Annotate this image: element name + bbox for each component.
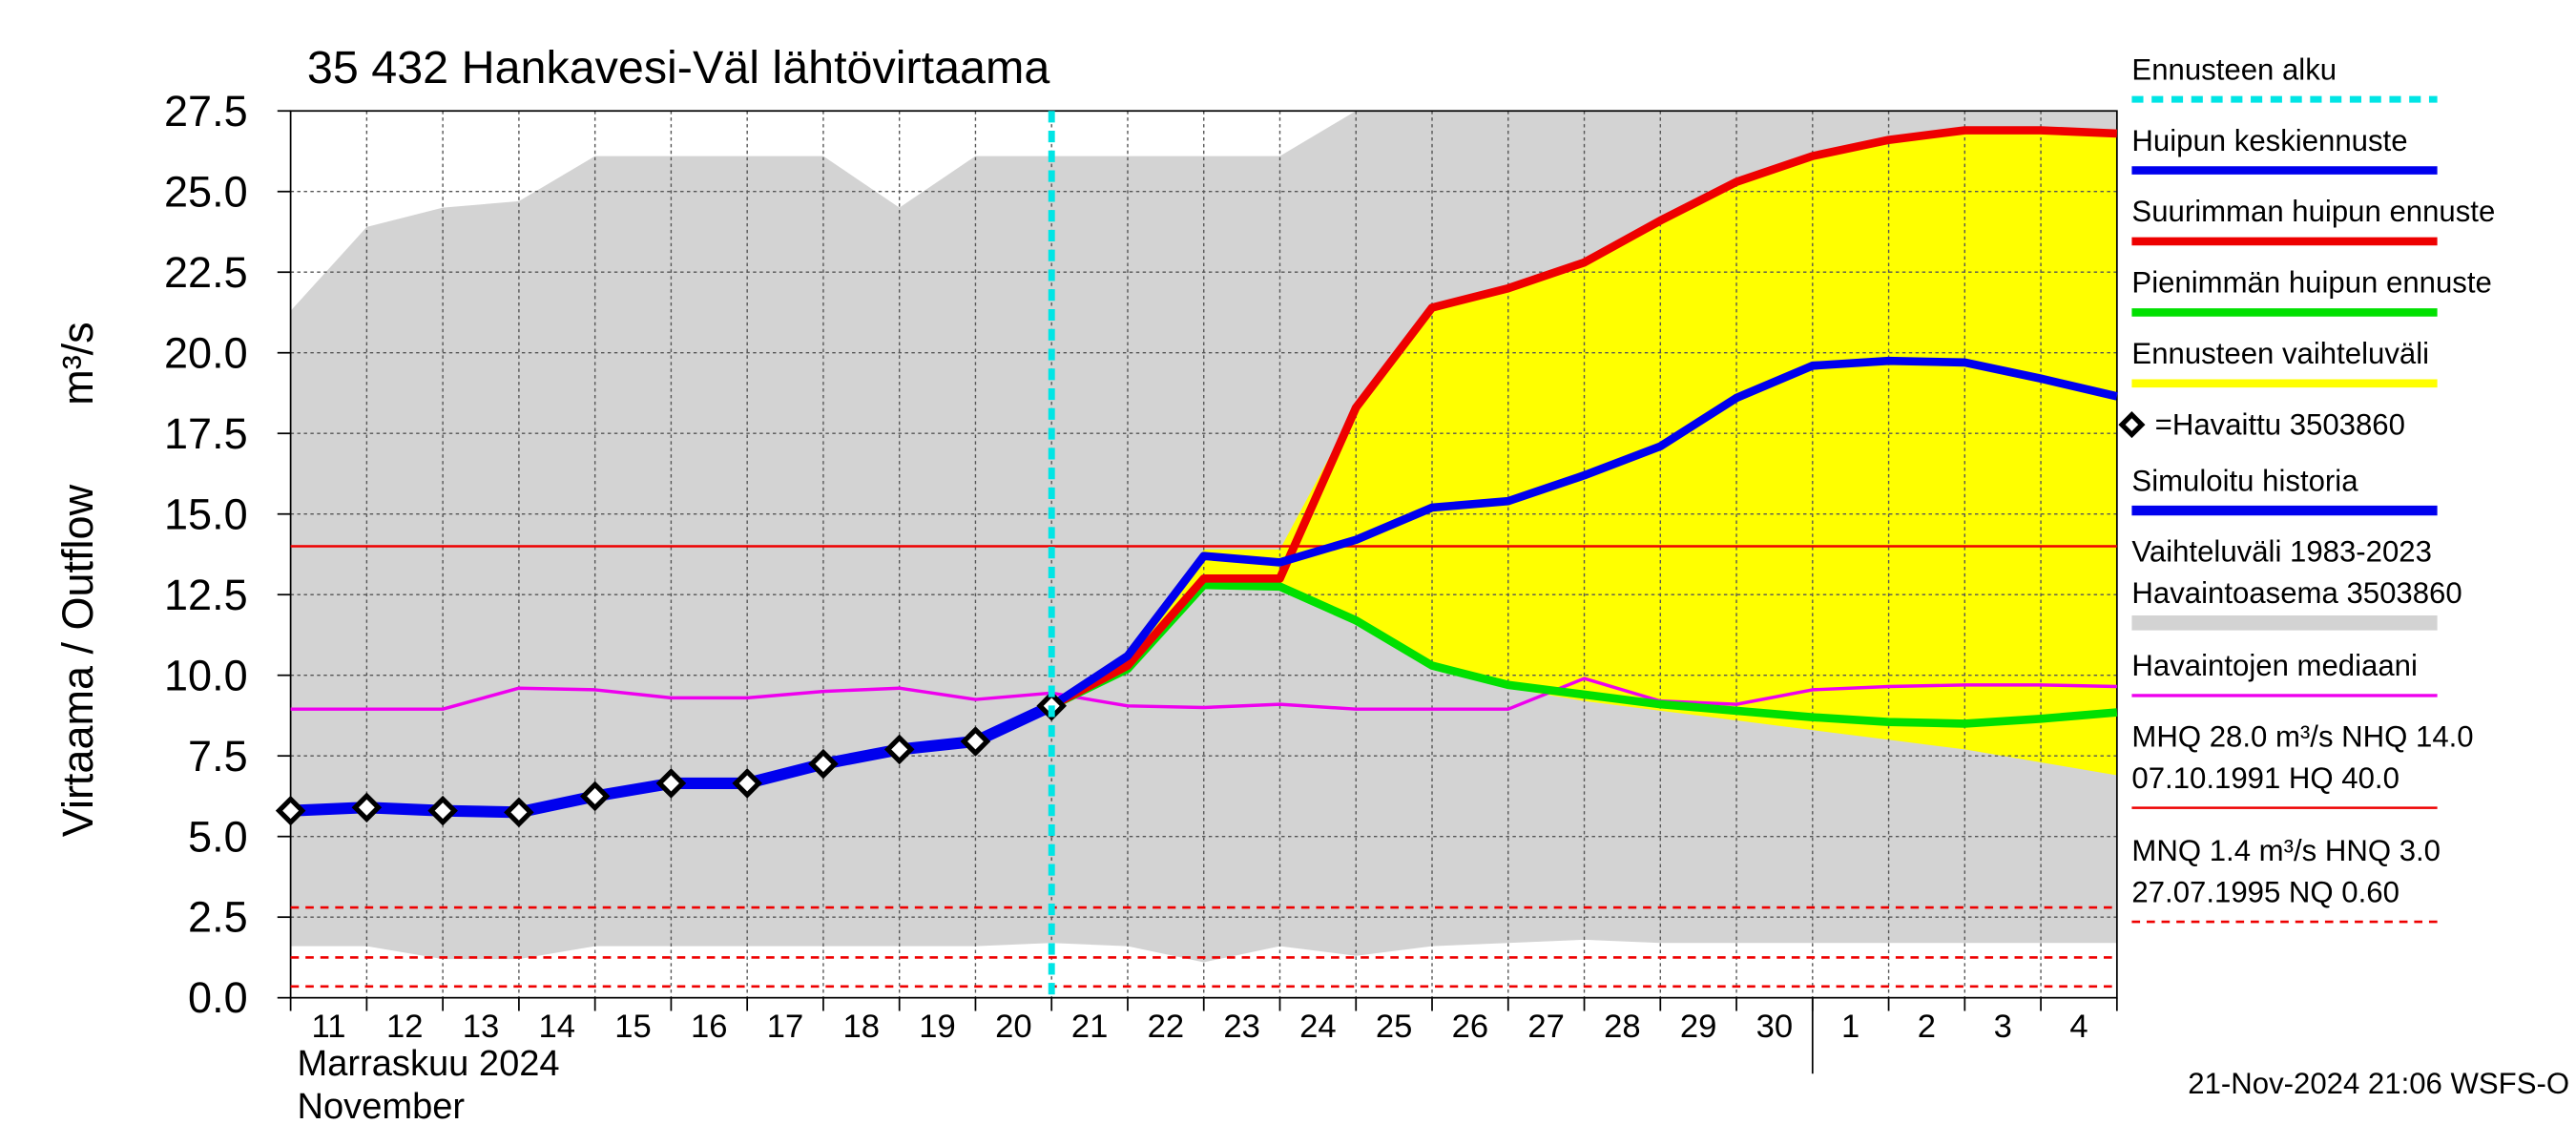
legend-item: Huipun keskiennuste	[2131, 124, 2438, 175]
y-tick-label: 2.5	[188, 893, 248, 942]
y-axis-unit: m³/s	[53, 322, 102, 405]
y-tick-label: 5.0	[188, 812, 248, 861]
legend-label: Havaintoasema 3503860	[2131, 576, 2462, 610]
month-label-en: November	[298, 1087, 466, 1127]
legend-swatch	[2118, 411, 2146, 439]
x-tick-label: 22	[1148, 1009, 1185, 1045]
legend-label: MHQ 28.0 m³/s NHQ 14.0	[2131, 720, 2473, 754]
legend-item: Simuloitu historia	[2131, 464, 2438, 516]
y-tick-label: 20.0	[164, 328, 248, 377]
legend-item: Suurimman huipun ennuste	[2131, 195, 2495, 246]
observed-point	[579, 781, 611, 812]
x-tick-label: 23	[1223, 1009, 1260, 1045]
y-axis-label: Virtaama / Outflow	[53, 484, 102, 837]
x-tick-label: 26	[1452, 1009, 1489, 1045]
x-tick-label: 14	[539, 1009, 576, 1045]
observed-point	[351, 792, 383, 823]
y-tick-label: 10.0	[164, 651, 248, 699]
legend-item: Ennusteen vaihteluväli	[2131, 337, 2438, 388]
observed-point	[732, 768, 762, 799]
y-tick-label: 25.0	[164, 167, 248, 216]
legend-label: Vaihteluväli 1983-2023	[2131, 535, 2432, 569]
x-tick-label: 29	[1680, 1009, 1717, 1045]
x-tick-label: 15	[614, 1009, 652, 1045]
legend-label: Ennusteen vaihteluväli	[2131, 337, 2429, 370]
observed-point	[504, 797, 534, 828]
x-tick-label: 18	[843, 1009, 881, 1045]
legend-label: Huipun keskiennuste	[2131, 124, 2407, 157]
range-band	[1051, 130, 2117, 776]
y-tick-label: 22.5	[164, 248, 248, 297]
legend-label: Suurimman huipun ennuste	[2131, 195, 2495, 228]
legend-item: Vaihteluväli 1983-2023 Havaintoasema 350…	[2131, 535, 2462, 631]
x-tick-label: 4	[2069, 1009, 2088, 1045]
observed-point	[883, 734, 915, 765]
legend-label: Havaintojen mediaani	[2131, 649, 2418, 682]
observed-point	[655, 768, 687, 799]
observed-point	[427, 795, 458, 826]
legend-label: MNQ 1.4 m³/s HNQ 3.0	[2131, 834, 2441, 867]
y-tick-label: 7.5	[188, 732, 248, 781]
legend-label: Simuloitu historia	[2131, 464, 2358, 497]
y-tick-label: 17.5	[164, 409, 248, 458]
observed-point	[275, 795, 306, 826]
x-tick-label: 1	[1841, 1009, 1859, 1045]
legend-label: 07.10.1991 HQ 40.0	[2131, 761, 2399, 795]
x-tick-label: 25	[1376, 1009, 1413, 1045]
legend-label: Pienimmän huipun ennuste	[2131, 266, 2491, 300]
legend-item: Havaintojen mediaani	[2131, 649, 2438, 697]
series-line	[1049, 580, 2118, 728]
y-tick-label: 0.0	[188, 973, 248, 1022]
y-tick-label: 15.0	[164, 489, 248, 538]
plot-frame	[289, 110, 2118, 999]
x-tick-label: 11	[312, 1009, 346, 1045]
x-tick-label: 3	[1994, 1009, 2012, 1045]
legend-item: Pienimmän huipun ennuste	[2131, 266, 2492, 317]
series-line	[1049, 356, 2118, 710]
y-tick-label: 27.5	[164, 87, 248, 135]
legend-item: =Havaittu 3503860	[2118, 407, 2405, 441]
series-line	[290, 677, 2117, 711]
x-tick-label: 13	[463, 1009, 500, 1045]
x-tick-label: 21	[1071, 1009, 1109, 1045]
x-tick-label: 12	[386, 1009, 424, 1045]
x-tick-label: 20	[995, 1009, 1032, 1045]
x-tick-label: 28	[1604, 1009, 1641, 1045]
observed-point	[960, 726, 991, 757]
chart-title: 35 432 Hankavesi-Väl lähtövirtaama	[307, 42, 1049, 94]
x-tick-label: 19	[919, 1009, 956, 1045]
footer: 21-Nov-2024 21:06 WSFS-O	[2188, 1067, 2569, 1100]
observed-point	[808, 748, 839, 780]
series-line	[1049, 126, 2118, 710]
x-tick-label: 27	[1527, 1009, 1565, 1045]
legend-item: MNQ 1.4 m³/s HNQ 3.0 27.07.1995 NQ 0.60	[2131, 834, 2441, 924]
legend-label: =Havaittu 3503860	[2155, 407, 2405, 441]
x-tick-label: 16	[691, 1009, 728, 1045]
x-tick-label: 17	[767, 1009, 804, 1045]
x-tick-label: 30	[1756, 1009, 1793, 1045]
x-tick-label: 24	[1299, 1009, 1337, 1045]
x-tick-label: 2	[1918, 1009, 1936, 1045]
legend-item: MHQ 28.0 m³/s NHQ 14.0 07.10.1991 HQ 40.0	[2131, 720, 2474, 809]
y-tick-label: 12.5	[164, 571, 248, 619]
legend-label: Ennusteen alku	[2131, 52, 2337, 86]
legend-label: 27.07.1995 NQ 0.60	[2131, 875, 2399, 908]
month-label: Marraskuu 2024	[298, 1044, 560, 1084]
legend-item: Ennusteen alku	[2131, 52, 2438, 103]
